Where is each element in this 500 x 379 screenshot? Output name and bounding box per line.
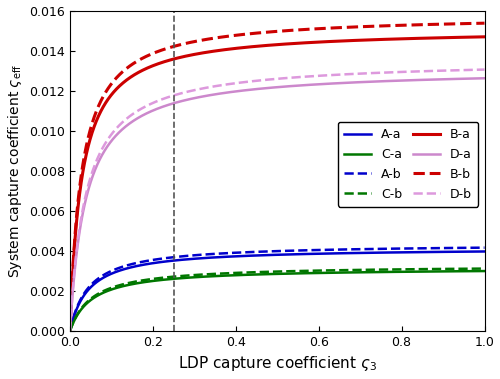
A-a	[268, 253, 274, 257]
A-b	[268, 249, 274, 254]
A-b	[88, 282, 94, 287]
B-a	[88, 133, 94, 138]
A-a	[470, 249, 476, 254]
Line: B-b: B-b	[70, 23, 484, 331]
A-a	[67, 329, 73, 333]
C-b	[470, 266, 476, 271]
A-b	[470, 246, 476, 250]
A-a	[88, 285, 94, 289]
D-a	[470, 76, 476, 81]
B-b	[258, 30, 264, 35]
C-a	[470, 269, 476, 273]
A-b	[482, 245, 488, 250]
D-a	[67, 329, 73, 333]
B-a	[394, 37, 400, 41]
C-b	[482, 266, 488, 271]
B-b	[88, 124, 94, 129]
D-a	[394, 78, 400, 83]
D-b	[482, 67, 488, 72]
C-b	[470, 266, 476, 271]
A-b	[67, 329, 73, 333]
Line: C-b: C-b	[70, 269, 484, 331]
B-a	[268, 43, 274, 47]
B-b	[268, 30, 274, 34]
D-b	[258, 78, 264, 83]
C-b	[268, 269, 274, 274]
Y-axis label: System capture coefficient $\varsigma_{\mathrm{eff}}$: System capture coefficient $\varsigma_{\…	[6, 64, 24, 278]
D-b	[67, 329, 73, 333]
B-b	[470, 21, 476, 26]
D-b	[394, 70, 400, 74]
D-b	[268, 77, 274, 81]
D-b	[470, 67, 476, 72]
Line: D-b: D-b	[70, 70, 484, 331]
A-b	[470, 246, 476, 250]
A-b	[258, 249, 264, 254]
D-a	[268, 85, 274, 90]
C-a	[67, 329, 73, 333]
B-b	[394, 23, 400, 28]
C-a	[258, 272, 264, 277]
A-b	[394, 246, 400, 251]
A-a	[394, 250, 400, 255]
B-a	[470, 35, 476, 39]
A-a	[482, 249, 488, 254]
B-a	[470, 35, 476, 39]
Line: A-a: A-a	[70, 252, 484, 331]
D-a	[258, 86, 264, 91]
Line: C-a: C-a	[70, 271, 484, 331]
D-b	[470, 67, 476, 72]
Line: A-b: A-b	[70, 247, 484, 331]
Line: D-a: D-a	[70, 78, 484, 331]
B-a	[258, 44, 264, 48]
C-b	[88, 296, 94, 301]
Line: B-a: B-a	[70, 37, 484, 331]
C-a	[470, 269, 476, 273]
B-b	[482, 21, 488, 25]
B-b	[67, 329, 73, 333]
B-a	[67, 329, 73, 333]
Legend: A-a, C-a, A-b, C-b, B-a, D-a, B-b, D-b: A-a, C-a, A-b, C-b, B-a, D-a, B-b, D-b	[338, 122, 478, 207]
D-a	[482, 76, 488, 80]
D-a	[88, 179, 94, 183]
C-a	[268, 272, 274, 276]
C-b	[258, 270, 264, 274]
C-a	[88, 298, 94, 302]
B-b	[470, 21, 476, 26]
C-b	[67, 329, 73, 333]
X-axis label: LDP capture coefficient $\varsigma_3$: LDP capture coefficient $\varsigma_3$	[178, 354, 377, 373]
A-a	[470, 249, 476, 254]
D-a	[470, 76, 476, 81]
A-a	[258, 253, 264, 258]
C-a	[394, 269, 400, 274]
C-b	[394, 267, 400, 272]
D-b	[88, 173, 94, 178]
B-a	[482, 34, 488, 39]
C-a	[482, 269, 488, 273]
